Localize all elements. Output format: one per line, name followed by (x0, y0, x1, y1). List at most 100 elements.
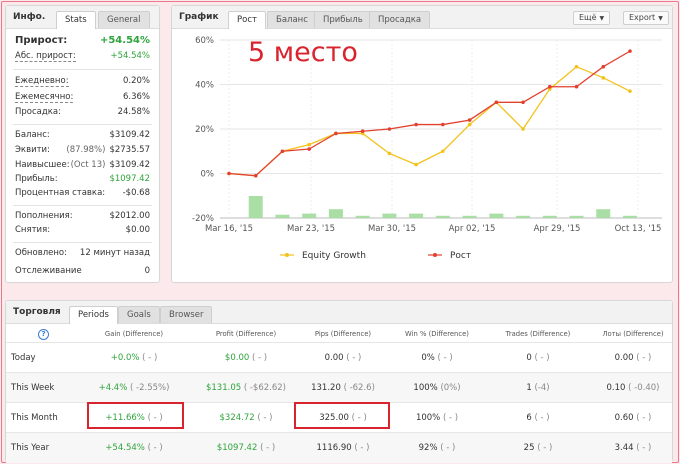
activity-bar (596, 209, 611, 218)
table-cell: 325.00 ( - ) (319, 413, 367, 423)
highest-value: (Oct 13) $3109.42 (70, 160, 150, 170)
activity-bar (328, 209, 343, 218)
series-point (521, 100, 525, 105)
monthly-label: Ежемесячно: (15, 92, 74, 103)
info-panel: Инфо. Stats General Прирост: +54.54% Абс… (5, 5, 160, 283)
table-row: This Month +11.66% ( - ) $324.72 ( - ) 325.… (6, 402, 672, 433)
table-row: This Year +54.54% ( - ) $1097.42 ( - ) 1116… (6, 432, 672, 463)
activity-bar (462, 215, 477, 218)
table-cell: 131.20 ( -62.6) (311, 383, 375, 393)
header-trades[interactable]: Trades (Difference) (505, 330, 571, 338)
table-row: Today +0.0% ( - ) $0.00 ( - ) 0.00 ( - ) 0% … (6, 342, 672, 373)
row-label: This Week (11, 383, 55, 393)
highest-label: Наивысшее: (15, 160, 70, 170)
activity-bar (623, 215, 637, 218)
tab-general[interactable]: General (98, 11, 150, 28)
row-label: Today (11, 353, 36, 363)
tracking-row: Отслеживание 0 (15, 266, 150, 279)
export-button[interactable]: Export ▼ (623, 11, 669, 25)
header-lots[interactable]: Лоты (Difference) (602, 330, 664, 338)
highlight-pips-month (294, 402, 390, 429)
tab-profit[interactable]: Прибыль (314, 11, 372, 28)
x-tick-label: Mar 16, '15 (205, 224, 253, 234)
gain-row: Прирост: +54.54% (15, 35, 150, 50)
activity-bar (435, 215, 450, 218)
tab-stats[interactable]: Stats (56, 11, 96, 29)
row-label: This Month (11, 413, 58, 423)
equity-label: Эквити: (15, 145, 50, 155)
header-win[interactable]: Win % (Difference) (405, 330, 469, 338)
gain-value: +54.54% (99, 35, 150, 46)
divider (13, 205, 152, 206)
deposits-value: $2012.00 (109, 211, 150, 221)
chart-panel-title: График (179, 12, 219, 22)
table-cell: 0.10 ( -0.40) (606, 383, 660, 393)
header-profit[interactable]: Profit (Difference) (215, 330, 277, 338)
updated-label: Обновлено: (15, 248, 67, 258)
info-title: Инфо. (13, 12, 46, 22)
table-cell: +4.4% ( -2.55%) (98, 383, 170, 393)
header-pips[interactable]: Pips (Difference) (314, 330, 372, 338)
y-tick-label: 60% (195, 36, 214, 46)
interest-label: Процентная ставка: (15, 188, 106, 198)
drawdown-label: Просадка: (15, 107, 61, 117)
tab-goals[interactable]: Goals (118, 306, 160, 323)
tab-growth[interactable]: Рост (228, 11, 266, 29)
row-label: This Year (11, 443, 50, 453)
chart-annotation: 5 место (248, 37, 358, 68)
series-point (628, 49, 632, 53)
activity-bar (569, 215, 584, 218)
deposits-row: Пополнения: $2012.00 (15, 211, 150, 224)
series-point (253, 173, 258, 178)
table-cell: $1097.42 ( - ) (216, 443, 276, 453)
table-cell: 0 ( - ) (526, 353, 550, 363)
table-cell: 0.60 ( - ) (614, 413, 652, 423)
legend-label: Рост (450, 251, 471, 261)
equity-row: Эквити: (87.98%) $2735.57 (15, 145, 150, 158)
legend-label: Equity Growth (302, 251, 366, 261)
table-cell: 0% ( - ) (421, 353, 453, 363)
series-point (227, 171, 231, 176)
table-cell: +54.54% ( - ) (105, 443, 163, 453)
x-tick-label: Mar 23, '15 (287, 224, 335, 234)
tracking-value: 0 (144, 266, 150, 276)
x-tick-label: Apr 02, '15 (449, 224, 496, 234)
tab-periods[interactable]: Periods (69, 306, 118, 324)
abs-gain-row: Абс. прирост: +54.54% (15, 51, 150, 64)
chevron-down-icon: ▼ (599, 15, 605, 22)
header-gain[interactable]: Gain (Difference) (104, 330, 164, 338)
series-point (628, 89, 632, 93)
abs-gain-value: +54.54% (110, 51, 150, 61)
x-tick-label: Mar 30, '15 (368, 224, 416, 234)
series-point (414, 122, 418, 127)
chart-header: График Рост Баланс Прибыль Просадка Ещё ▼… (172, 6, 672, 29)
updated-value: 12 минут назад (79, 248, 150, 258)
interest-value: -$0.68 (122, 188, 150, 198)
tab-browser[interactable]: Browser (160, 306, 213, 323)
series-point (574, 64, 579, 69)
more-button[interactable]: Ещё ▼ (573, 11, 611, 25)
divider (13, 124, 152, 125)
activity-bar (355, 215, 370, 218)
table-cell: 25 ( - ) (523, 443, 553, 453)
withdrawals-label: Снятия: (15, 225, 51, 235)
series-point (548, 84, 552, 89)
table-cell: 0.00 ( - ) (324, 353, 362, 363)
activity-bar (489, 213, 504, 218)
y-tick-label: 40% (195, 81, 214, 91)
activity-bar (409, 213, 424, 218)
tab-drawdown[interactable]: Просадка (369, 11, 431, 28)
help-icon[interactable]: ? (38, 329, 49, 340)
interest-row: Процентная ставка: -$0.68 (15, 188, 150, 201)
info-header: Инфо. Stats General (6, 6, 159, 29)
monthly-row: Ежемесячно: 6.36% (15, 92, 150, 105)
tracking-label: Отслеживание (15, 266, 82, 276)
table-cell: +0.0% ( - ) (110, 353, 158, 363)
series-point (521, 127, 525, 131)
series-line (228, 65, 631, 177)
tab-balance[interactable]: Баланс (267, 11, 317, 28)
series-line (228, 50, 631, 177)
gain-label: Прирост: (15, 35, 68, 46)
divider (13, 242, 152, 243)
trading-header: Торговля Periods Goals Browser (6, 301, 672, 324)
